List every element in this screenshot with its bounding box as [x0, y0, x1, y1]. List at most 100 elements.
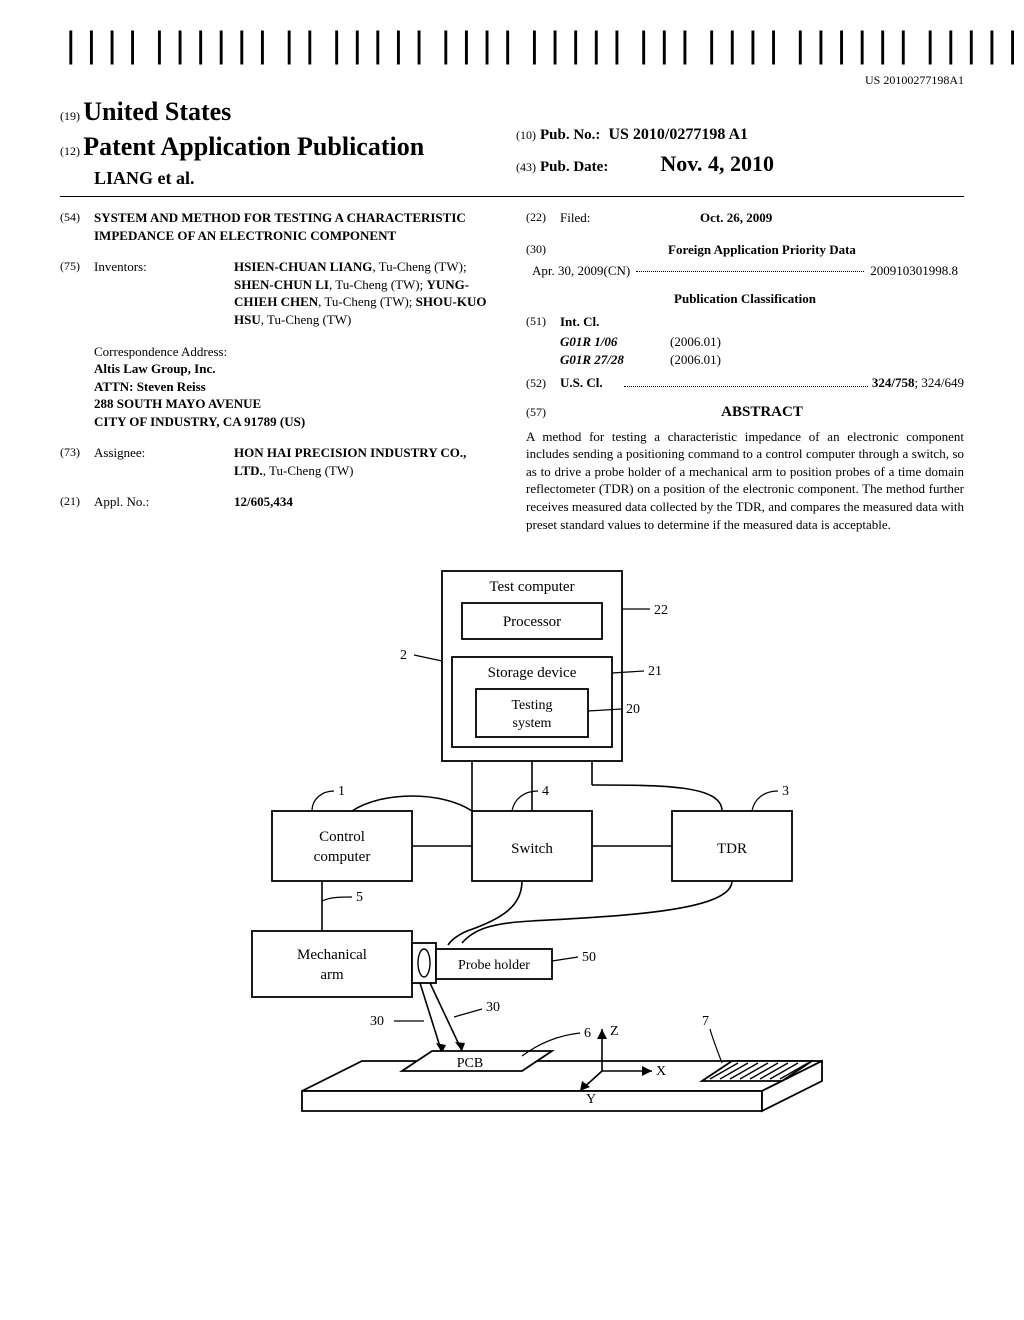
inventors-label: Inventors:: [94, 258, 234, 328]
publication-type: Patent Application Publication: [83, 132, 424, 161]
filed-field: (22) Filed: Oct. 26, 2009: [526, 209, 964, 227]
pubdate-label: Pub. Date:: [540, 159, 608, 175]
bibliographic-columns: (54) SYSTEM AND METHOD FOR TESTING A CHA…: [60, 209, 964, 533]
correspondence-line: CITY OF INDUSTRY, CA 91789 (US): [94, 413, 498, 431]
country: United States: [83, 97, 231, 126]
label-mech-l2: arm: [320, 967, 344, 983]
authors: LIANG et al.: [94, 166, 508, 190]
intcl-label: Int. Cl.: [560, 313, 964, 331]
applno-value: 12/605,434: [234, 493, 498, 511]
uscl-extra: ; 324/649: [915, 375, 964, 390]
num-7: 7: [702, 1014, 709, 1029]
num-2: 2: [400, 648, 407, 663]
assignee-value: HON HAI PRECISION INDUSTRY CO., LTD., Tu…: [234, 444, 498, 479]
num-4: 4: [542, 784, 549, 799]
num-22: 22: [654, 603, 668, 618]
code-73: (73): [60, 444, 94, 479]
code-22: (22): [526, 209, 560, 227]
num-30a: 30: [370, 1014, 384, 1029]
code-51: (51): [526, 313, 560, 331]
classification-heading: Publication Classification: [526, 290, 964, 308]
invention-title: SYSTEM AND METHOD FOR TESTING A CHARACTE…: [94, 209, 498, 244]
applno-label: Appl. No.:: [94, 493, 234, 511]
barcode-block: |||| |||||| || ||||| |||| ||||| ||| ||||…: [60, 30, 964, 88]
uscl-main: 324/758: [872, 375, 915, 390]
barcode-label: US 20100277198A1: [60, 72, 964, 88]
intcl-ver: (2006.01): [670, 333, 721, 351]
applno-field: (21) Appl. No.: 12/605,434: [60, 493, 498, 511]
label-testing-l2: system: [513, 716, 552, 731]
correspondence-line: Altis Law Group, Inc.: [94, 360, 498, 378]
inventor-loc: , Tu-Cheng (TW);: [372, 259, 466, 274]
label-test-computer: Test computer: [489, 579, 574, 595]
assignee-loc: , Tu-Cheng (TW): [263, 463, 354, 478]
priority-number: 200910301998.8: [870, 262, 958, 280]
label-tdr: TDR: [717, 841, 747, 857]
dots: [624, 377, 868, 387]
label-processor: Processor: [503, 614, 561, 630]
label-pcb: PCB: [457, 1056, 483, 1071]
inventor-loc: , Tu-Cheng (TW);: [329, 277, 427, 292]
assignee-label: Assignee:: [94, 444, 234, 479]
num-20: 20: [626, 702, 640, 717]
label-probe-holder: Probe holder: [458, 958, 530, 973]
intcl-head: (51) Int. Cl.: [526, 313, 964, 331]
figure-diagram: Test computer Processor Storage device T…: [60, 561, 964, 1151]
pub-number: US 2010/0277198 A1: [608, 126, 748, 143]
inventors-field: (75) Inventors: HSIEN-CHUAN LIANG, Tu-Ch…: [60, 258, 498, 328]
code-52: (52): [526, 375, 560, 391]
correspondence-label: Correspondence Address:: [94, 343, 498, 361]
barcode-graphic: |||| |||||| || ||||| |||| ||||| ||| ||||…: [60, 30, 1024, 66]
code-30: (30): [526, 241, 560, 259]
num-50: 50: [582, 950, 596, 965]
priority-date: Apr. 30, 2009: [532, 262, 604, 280]
intcl-list: G01R 1/06(2006.01) G01R 27/28(2006.01): [560, 333, 964, 368]
label-control-l1: Control: [319, 829, 365, 845]
num-3: 3: [782, 784, 789, 799]
pub-date: Nov. 4, 2010: [660, 151, 774, 176]
intcl-ver: (2006.01): [670, 351, 721, 369]
num-5: 5: [356, 890, 363, 905]
inventor-name: HSIEN-CHUAN LIANG: [234, 259, 372, 274]
header-rule: [60, 196, 964, 197]
num-21: 21: [648, 664, 662, 679]
priority-field: (30) Foreign Application Priority Data: [526, 241, 964, 259]
header: (19) United States (12) Patent Applicati…: [60, 94, 964, 190]
intcl-code: G01R 1/06: [560, 333, 670, 351]
inventors-list: HSIEN-CHUAN LIANG, Tu-Cheng (TW); SHEN-C…: [234, 258, 498, 328]
correspondence-block: Correspondence Address: Altis Law Group,…: [94, 343, 498, 431]
intcl-code: G01R 27/28: [560, 351, 670, 369]
label-storage: Storage device: [488, 665, 577, 681]
code-54: (54): [60, 209, 94, 244]
svg-text:Z: Z: [610, 1024, 619, 1039]
priority-line: Apr. 30, 2009 (CN) 200910301998.8: [526, 262, 964, 280]
inventor-name: SHEN-CHUN LI: [234, 277, 329, 292]
code-12: (12): [60, 144, 80, 158]
num-1: 1: [338, 784, 345, 799]
filed-value: Oct. 26, 2009: [700, 209, 964, 227]
uscl-label: U.S. Cl.: [560, 374, 620, 392]
uscl-field: (52) U.S. Cl. 324/758; 324/649: [526, 374, 964, 392]
label-mech-l1: Mechanical: [297, 947, 367, 963]
num-6: 6: [584, 1026, 591, 1041]
title-field: (54) SYSTEM AND METHOD FOR TESTING A CHA…: [60, 209, 498, 244]
code-19: (19): [60, 109, 80, 123]
code-57: (57): [526, 404, 560, 420]
intcl-row: G01R 27/28(2006.01): [560, 351, 964, 369]
svg-text:X: X: [656, 1064, 666, 1079]
code-75: (75): [60, 258, 94, 328]
label-switch: Switch: [511, 841, 553, 857]
pubno-label: Pub. No.:: [540, 127, 600, 143]
priority-heading: Foreign Application Priority Data: [560, 241, 964, 259]
correspondence-line: 288 SOUTH MAYO AVENUE: [94, 395, 498, 413]
dots: [636, 262, 864, 272]
label-testing-l1: Testing: [511, 698, 552, 713]
svg-text:Y: Y: [586, 1092, 596, 1107]
inventor-loc: , Tu-Cheng (TW): [261, 312, 352, 327]
filed-label: Filed:: [560, 209, 700, 227]
correspondence-line: ATTN: Steven Reiss: [94, 378, 498, 396]
code-10: (10): [516, 128, 536, 142]
inventor-loc: , Tu-Cheng (TW);: [318, 294, 416, 309]
code-43: (43): [516, 160, 536, 174]
assignee-field: (73) Assignee: HON HAI PRECISION INDUSTR…: [60, 444, 498, 479]
